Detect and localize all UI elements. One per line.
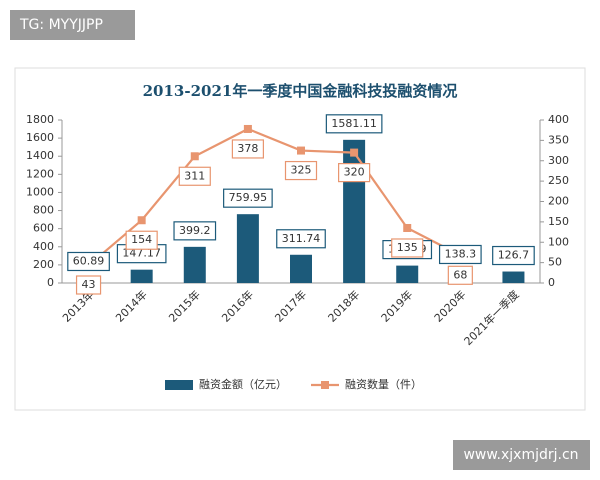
y-tick-label: 1400: [26, 149, 54, 162]
line-marker: [403, 223, 412, 232]
data-label-box: [223, 188, 273, 208]
bar: [236, 214, 259, 283]
y-tick-label: 1800: [26, 113, 54, 126]
line-marker: [350, 148, 359, 157]
y2-tick-label: 400: [548, 113, 569, 126]
data-label-box: [338, 163, 371, 183]
data-label-box: [276, 229, 326, 249]
data-label: 68: [453, 268, 467, 281]
data-label-box: [447, 265, 473, 285]
data-label: 378: [237, 142, 258, 155]
y2-tick-label: 350: [548, 133, 569, 146]
y2-tick-label: 200: [548, 195, 569, 208]
line: [87, 127, 461, 267]
watermark-box: [10, 10, 135, 40]
chart-title: 2013-2021年一季度中国金融科技投融资情况: [143, 82, 458, 100]
data-label-box: [438, 244, 482, 265]
data-label: 311.74: [282, 232, 321, 245]
y2-tick-label: 100: [548, 235, 569, 248]
data-label: 399.2: [179, 224, 211, 237]
data-label: 320: [344, 166, 365, 179]
line-marker: [190, 152, 199, 161]
bar: [343, 139, 366, 283]
data-label: 1581.11: [331, 117, 377, 130]
data-label: 759.95: [229, 191, 268, 204]
data-label-box: [178, 166, 211, 186]
legend-label: 融资金额（亿元）: [199, 377, 287, 391]
data-label-box: [492, 245, 535, 266]
data-label: 311: [184, 169, 205, 182]
y-tick-label: 1200: [26, 167, 54, 180]
legend-label: 融资数量（件）: [345, 378, 422, 391]
data-label: 138.3: [445, 247, 477, 260]
bar: [396, 265, 419, 283]
data-label-box: [173, 221, 217, 241]
data-label: 126.7: [498, 249, 530, 262]
bar: [290, 254, 312, 283]
watermark: TG: MYYJJPP: [19, 17, 103, 33]
data-label: 43: [82, 278, 96, 291]
y-tick-label: 1600: [26, 131, 54, 144]
data-label: 325: [291, 164, 312, 177]
data-label-box: [67, 251, 110, 272]
y-tick-label: 800: [33, 204, 54, 217]
data-label-box: [284, 160, 318, 181]
data-label-box: [231, 139, 264, 159]
data-label: 154: [131, 233, 152, 246]
bar: [502, 271, 525, 283]
watermark-box: [453, 440, 590, 470]
bar: [183, 246, 206, 283]
y2-tick-label: 50: [548, 256, 562, 269]
y2-tick-label: 250: [548, 174, 569, 187]
data-label-box: [325, 114, 383, 134]
y-tick-label: 0: [47, 276, 54, 289]
y-tick-label: 1000: [26, 185, 54, 198]
y-tick-label: 400: [33, 240, 54, 253]
data-label: 135: [397, 241, 418, 254]
watermark: www.xjxmjdrj.cn: [463, 447, 578, 463]
y-tick-label: 600: [33, 222, 54, 235]
bar: [130, 269, 153, 283]
data-label: 60.89: [73, 254, 105, 267]
y-tick-label: 200: [33, 258, 54, 271]
legend-swatch: [165, 380, 193, 390]
data-label: 147.17: [122, 247, 161, 260]
line-marker: [137, 216, 146, 225]
data-label-box: [391, 238, 424, 258]
legend-swatch: [321, 381, 329, 389]
y2-tick-label: 300: [548, 154, 569, 167]
y2-tick-label: 0: [548, 276, 555, 289]
data-label-box: [125, 230, 158, 250]
y2-tick-label: 150: [548, 215, 569, 228]
line-marker: [297, 146, 305, 155]
line-marker: [243, 124, 252, 133]
data-label-box: [75, 275, 102, 295]
